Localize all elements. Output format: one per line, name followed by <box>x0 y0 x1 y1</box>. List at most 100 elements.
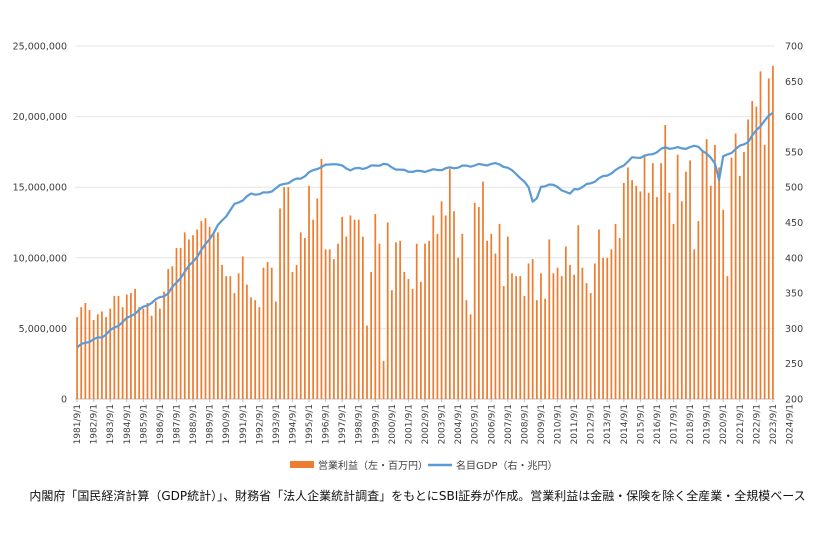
x-tick-label: 1990/9/1 <box>222 404 232 444</box>
bar-operating-profit <box>672 223 675 399</box>
bar-operating-profit <box>664 125 667 400</box>
bar-operating-profit <box>763 144 766 399</box>
x-tick-label: 2016/9/1 <box>653 404 663 444</box>
x-tick-label: 2011/9/1 <box>570 404 580 444</box>
bar-operating-profit <box>192 235 194 399</box>
x-tick-label: 2005/9/1 <box>471 404 481 444</box>
left-axis-ticks: 0 5,000,000 10,000,000 15,000,000 20,000,000… <box>13 42 67 406</box>
bar-operating-profit <box>101 311 103 399</box>
bar-operating-profit <box>614 223 617 399</box>
bar-operating-profit <box>200 221 203 399</box>
bar-operating-profit <box>722 209 725 399</box>
x-tick-label: 2009/9/1 <box>537 404 547 444</box>
bar-operating-profit <box>610 249 613 399</box>
x-tick-label: 2007/9/1 <box>504 404 514 444</box>
right-axis-tick-label: 200 <box>785 395 803 406</box>
bar-operating-profit <box>540 273 542 399</box>
bar-operating-profit <box>312 219 315 399</box>
bar-operating-profit <box>328 249 331 399</box>
x-tick-label: 1988/9/1 <box>189 404 199 444</box>
bar-operating-profit <box>511 273 513 399</box>
bar-operating-profit <box>287 187 290 399</box>
bar-operating-profit <box>569 264 571 399</box>
bar-operating-profit <box>705 139 708 399</box>
bar-operating-profit <box>581 267 584 399</box>
bar-operating-profit <box>585 283 588 399</box>
bar-operating-profit <box>167 269 170 399</box>
bar-operating-profit <box>159 308 161 399</box>
bar-operating-profit <box>399 240 402 399</box>
right-axis-tick-label: 250 <box>785 359 803 370</box>
bar-operating-profit <box>134 288 136 399</box>
bar-operating-profit <box>502 286 505 399</box>
bar-operating-profit <box>374 214 377 399</box>
bar-operating-profit <box>407 278 410 399</box>
right-axis-tick-label: 400 <box>785 253 803 264</box>
bar-operating-profit <box>411 288 414 399</box>
x-tick-label: 2021/9/1 <box>736 404 746 444</box>
bar-operating-profit <box>283 187 286 399</box>
bar-operating-profit <box>473 202 476 399</box>
x-tick-label: 1997/9/1 <box>338 404 348 444</box>
bar-operating-profit <box>304 238 306 399</box>
bar-operating-profit <box>370 271 373 399</box>
bar-operating-profit <box>316 198 319 399</box>
bar-operating-profit <box>258 307 261 399</box>
bar-operating-profit <box>175 247 178 399</box>
bar-operating-profit <box>465 300 468 399</box>
bar-operating-profit <box>685 171 687 399</box>
bar-operating-profit <box>738 175 741 399</box>
bar-operating-profit <box>146 302 149 399</box>
bar-operating-profit <box>291 271 294 399</box>
x-tick-label: 2024/9/1 <box>785 404 795 444</box>
bar-operating-profit <box>519 276 522 399</box>
x-tick-label: 1991/9/1 <box>239 404 249 444</box>
bar-operating-profit <box>647 192 650 399</box>
bar-operating-profit <box>225 276 228 399</box>
bar-operating-profit <box>755 106 758 399</box>
bar-operating-profit <box>734 133 737 399</box>
right-axis-tick-label: 500 <box>785 183 803 194</box>
bar-operating-profit <box>709 185 712 399</box>
bar-operating-profit <box>295 264 298 399</box>
bar-operating-profit <box>573 274 575 399</box>
bar-operating-profit <box>275 301 277 399</box>
bar-operating-profit <box>490 233 493 399</box>
bar-operating-profit <box>357 219 360 399</box>
right-axis-ticks: 200 250 300 350 400 450 500 550 600 650 700 <box>785 42 803 406</box>
x-tick-label: 2008/9/1 <box>520 404 530 444</box>
bar-operating-profit <box>125 294 128 399</box>
bar-operating-profit <box>183 232 186 399</box>
x-tick-label: 1994/9/1 <box>288 404 298 444</box>
bar-operating-profit <box>453 211 455 399</box>
bar-operating-profit <box>337 243 339 399</box>
bar-operating-profit <box>138 307 141 399</box>
left-axis-tick-label: 25,000,000 <box>13 42 67 53</box>
x-tick-label: 1992/9/1 <box>255 404 265 444</box>
x-tick-label: 1984/9/1 <box>123 404 133 444</box>
left-axis-tick-label: 15,000,000 <box>13 183 67 194</box>
bar-operating-profit <box>208 226 211 399</box>
bar-operating-profit <box>726 276 729 399</box>
bar-operating-profit <box>544 298 546 399</box>
right-axis-tick-label: 600 <box>785 112 803 123</box>
legend-swatch-operating-profit <box>290 461 314 468</box>
bar-operating-profit <box>656 197 658 399</box>
bar-operating-profit <box>627 167 629 399</box>
bar-operating-profit <box>212 233 215 399</box>
bar-operating-profit <box>618 238 621 399</box>
x-tick-label: 1985/9/1 <box>139 404 149 444</box>
bar-operating-profit <box>602 257 604 399</box>
x-tick-label: 2020/9/1 <box>719 404 729 444</box>
bar-operating-profit <box>714 144 716 399</box>
bar-operating-profit <box>279 208 281 399</box>
bar-operating-profit <box>237 273 240 399</box>
x-tick-label: 2002/9/1 <box>421 404 431 444</box>
bar-operating-profit <box>117 295 120 399</box>
x-tick-label: 2015/9/1 <box>636 404 646 444</box>
x-tick-label: 2012/9/1 <box>587 404 597 444</box>
right-axis-tick-label: 550 <box>785 147 803 158</box>
bar-operating-profit <box>564 246 567 399</box>
bar-operating-profit <box>308 185 310 399</box>
